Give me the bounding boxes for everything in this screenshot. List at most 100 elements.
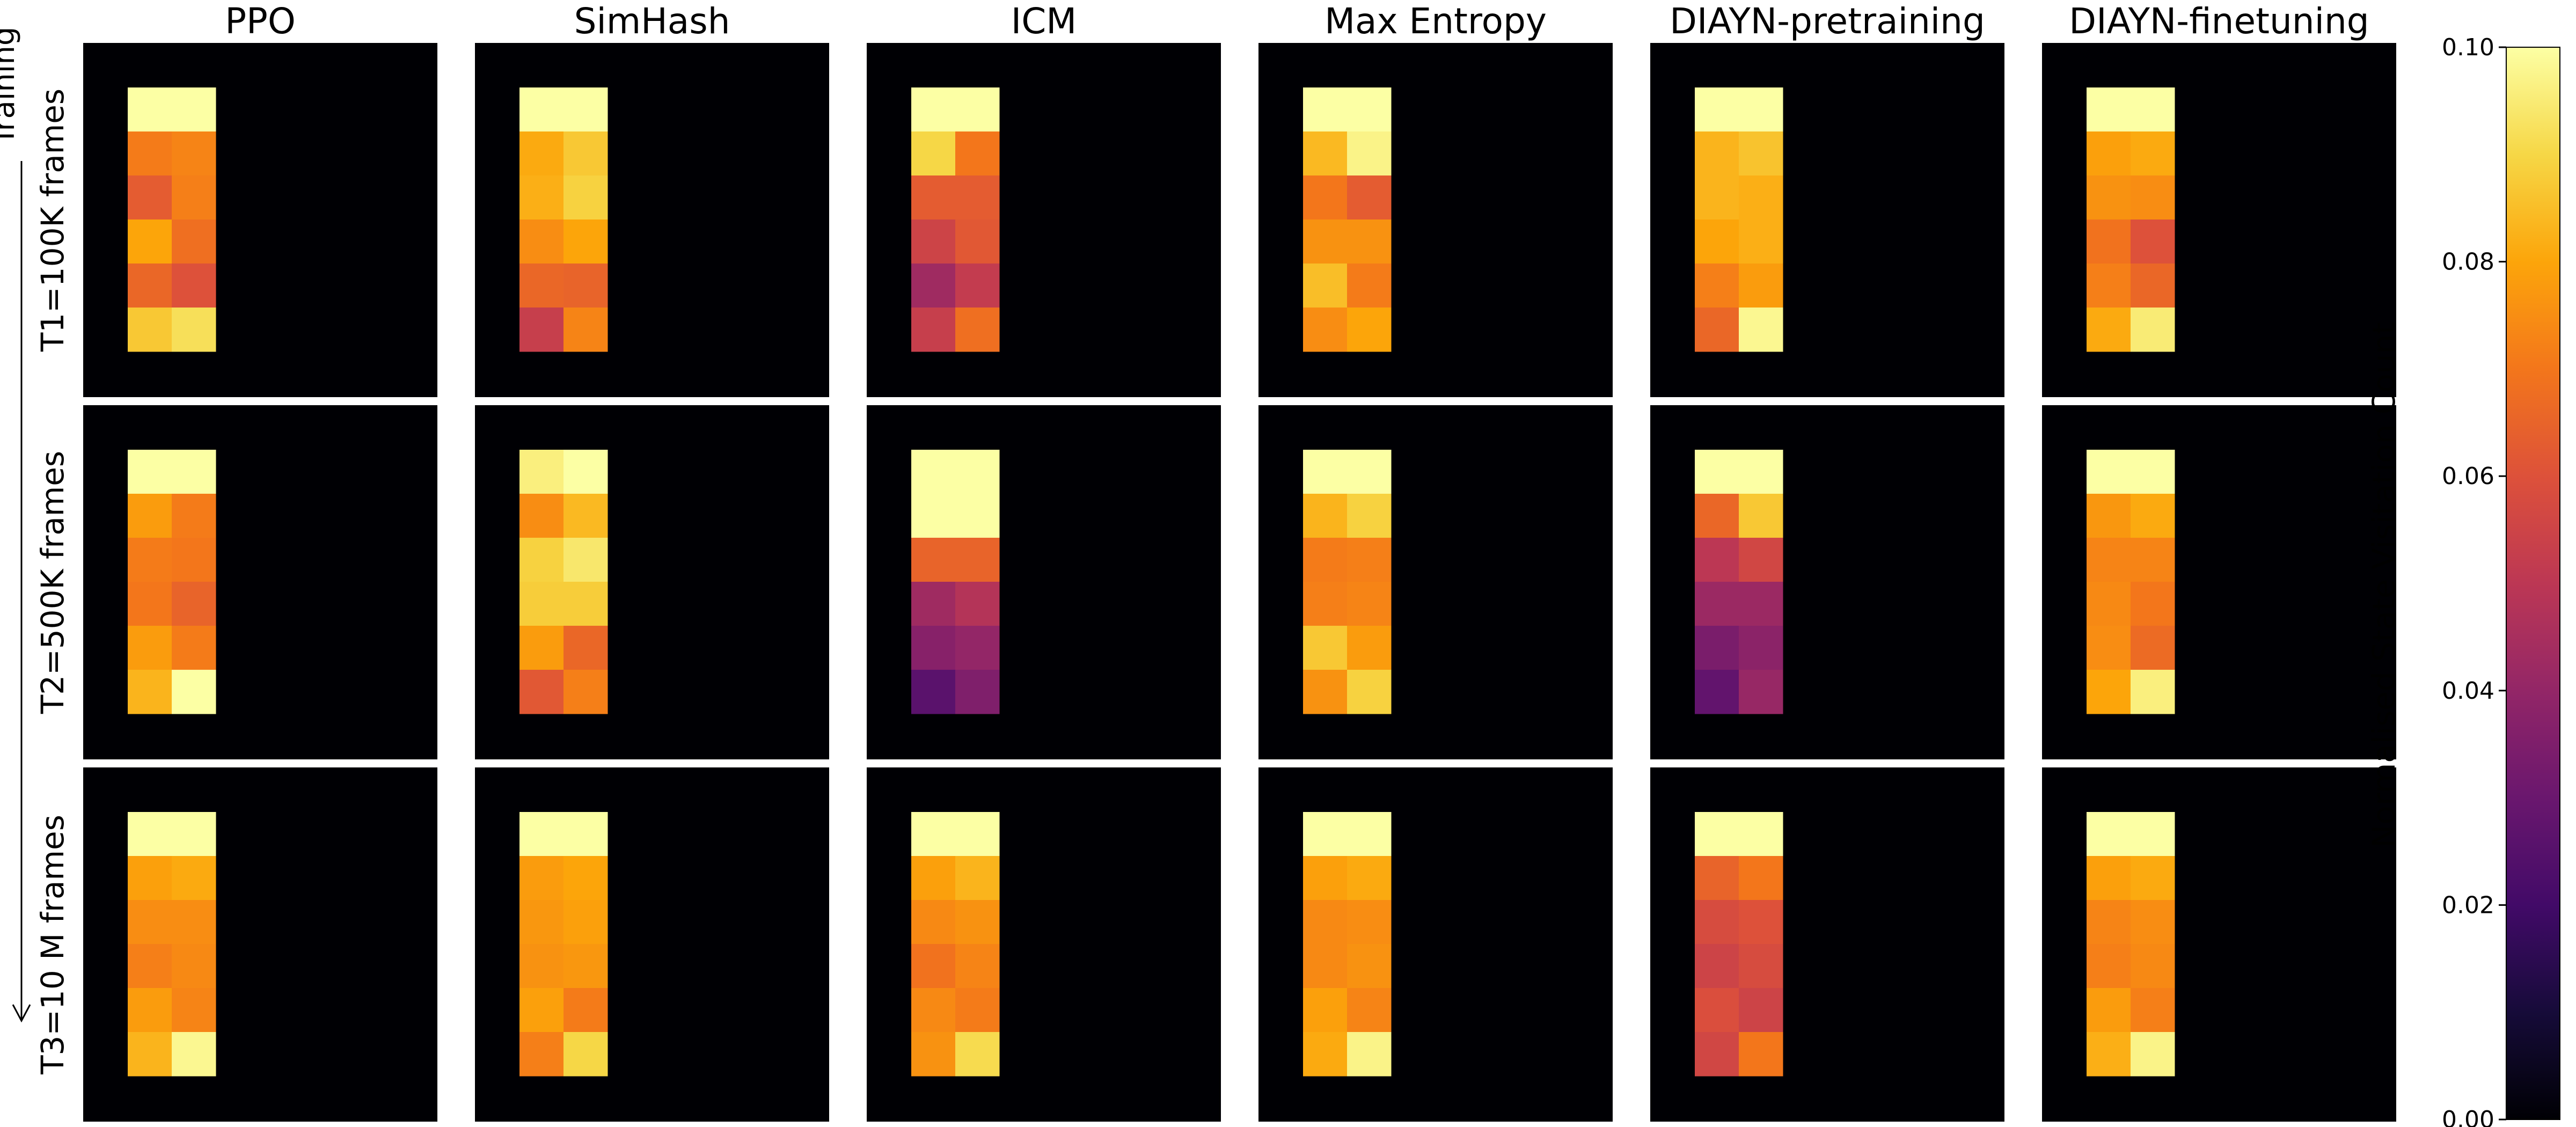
heatmap-cell (2087, 219, 2131, 264)
heatmap-cell (1695, 175, 1739, 220)
heatmap-cell (1739, 131, 1783, 176)
heatmap-cell (1739, 87, 1783, 132)
heatmap-cell (519, 308, 564, 352)
panel (475, 405, 829, 759)
heatmap-cell (564, 264, 608, 308)
heatmap-cell (1303, 538, 1348, 582)
heatmap-cell (172, 308, 216, 352)
heatmap-cell (172, 812, 216, 857)
heatmap-cell (2087, 944, 2131, 989)
heatmap-cell (911, 87, 956, 132)
heatmap-cell (172, 450, 216, 494)
heatmap-cell (1739, 494, 1783, 538)
heatmap-cell (1347, 175, 1392, 220)
heatmap-cell (1695, 219, 1739, 264)
heatmap-cell (911, 131, 956, 176)
heatmap-cell (128, 582, 172, 626)
heatmap-cell (2131, 900, 2175, 945)
heatmap-cell (1695, 87, 1739, 132)
heatmap-cell (1695, 264, 1739, 308)
heatmap-cell (1347, 988, 1392, 1033)
heatmap-cell (2087, 988, 2131, 1033)
heatmap-cell (911, 308, 956, 352)
colorbar-tick-label: 0.00 (2442, 1106, 2494, 1127)
heatmap-cell (1303, 219, 1348, 264)
heatmap-cell (2087, 494, 2131, 538)
heatmap-cell (1347, 944, 1392, 989)
heatmap-cell (128, 538, 172, 582)
heatmap-cell (1695, 494, 1739, 538)
heatmap-cell (172, 944, 216, 989)
panel (475, 767, 829, 1122)
heatmap-cell (911, 264, 956, 308)
heatmap-cell (2087, 87, 2131, 132)
heatmap-cell (1303, 582, 1348, 626)
heatmap-cell (2131, 87, 2175, 132)
heatmap-cell (519, 856, 564, 901)
heatmap-cell (2131, 944, 2175, 989)
heatmap-cell (172, 582, 216, 626)
heatmap-cell (128, 626, 172, 670)
heatmap-cell (519, 87, 564, 132)
heatmap-cell (955, 264, 1000, 308)
heatmap-cell (955, 1032, 1000, 1077)
heatmap-cell (172, 988, 216, 1033)
heatmap-cell (172, 264, 216, 308)
heatmap-cell (2131, 1032, 2175, 1077)
heatmap-cell (2131, 582, 2175, 626)
heatmap-cell (564, 900, 608, 945)
heatmap-cell (911, 219, 956, 264)
heatmap-cell (1739, 812, 1783, 857)
heatmap-cell (519, 131, 564, 176)
training-arrow-head (12, 1004, 31, 1023)
heatmap-cell (564, 988, 608, 1033)
heatmap-cell (2131, 626, 2175, 670)
heatmap-cell (1739, 988, 1783, 1033)
heatmap-cell (172, 626, 216, 670)
heatmap-cell (955, 87, 1000, 132)
heatmap-cell (911, 538, 956, 582)
panel (867, 43, 1221, 397)
heatmap-cell (564, 1032, 608, 1077)
heatmap-cell (1347, 308, 1392, 352)
heatmap-cell (955, 988, 1000, 1033)
heatmap-cell (1347, 1032, 1392, 1077)
heatmap-cell (911, 944, 956, 989)
heatmap-cell (128, 988, 172, 1033)
heatmap-cell (172, 219, 216, 264)
heatmap-cell (1739, 264, 1783, 308)
row-label: T2=500K frames (34, 451, 71, 714)
heatmap-cell (955, 626, 1000, 670)
panel (2042, 405, 2396, 759)
panel (83, 767, 437, 1122)
heatmap-cell (2131, 670, 2175, 714)
heatmap-cell (911, 856, 956, 901)
heatmap-cell (1303, 1032, 1348, 1077)
heatmap-cell (2131, 538, 2175, 582)
heatmap-cell (955, 900, 1000, 945)
heatmap-cell (1303, 494, 1348, 538)
heatmap-cell (519, 264, 564, 308)
heatmap-cell (519, 670, 564, 714)
heatmap-cell (1347, 450, 1392, 494)
heatmap-cell (1303, 670, 1348, 714)
heatmap-cell (172, 670, 216, 714)
heatmap-cell (955, 856, 1000, 901)
heatmap-cell (1695, 450, 1739, 494)
panel (2042, 767, 2396, 1122)
panel-grid (83, 43, 2396, 1122)
heatmap-cell (128, 670, 172, 714)
heatmap-cell (2087, 900, 2131, 945)
panel (1650, 405, 2004, 759)
panel (1258, 405, 1613, 759)
heatmap-cell (955, 308, 1000, 352)
heatmap-cell (2087, 670, 2131, 714)
heatmap-cell (172, 175, 216, 220)
heatmap-cell (1303, 812, 1348, 857)
heatmap-cell (564, 538, 608, 582)
heatmap-cell (955, 219, 1000, 264)
heatmap-cell (1347, 131, 1392, 176)
heatmap-cell (1303, 944, 1348, 989)
heatmap-cell (2131, 131, 2175, 176)
